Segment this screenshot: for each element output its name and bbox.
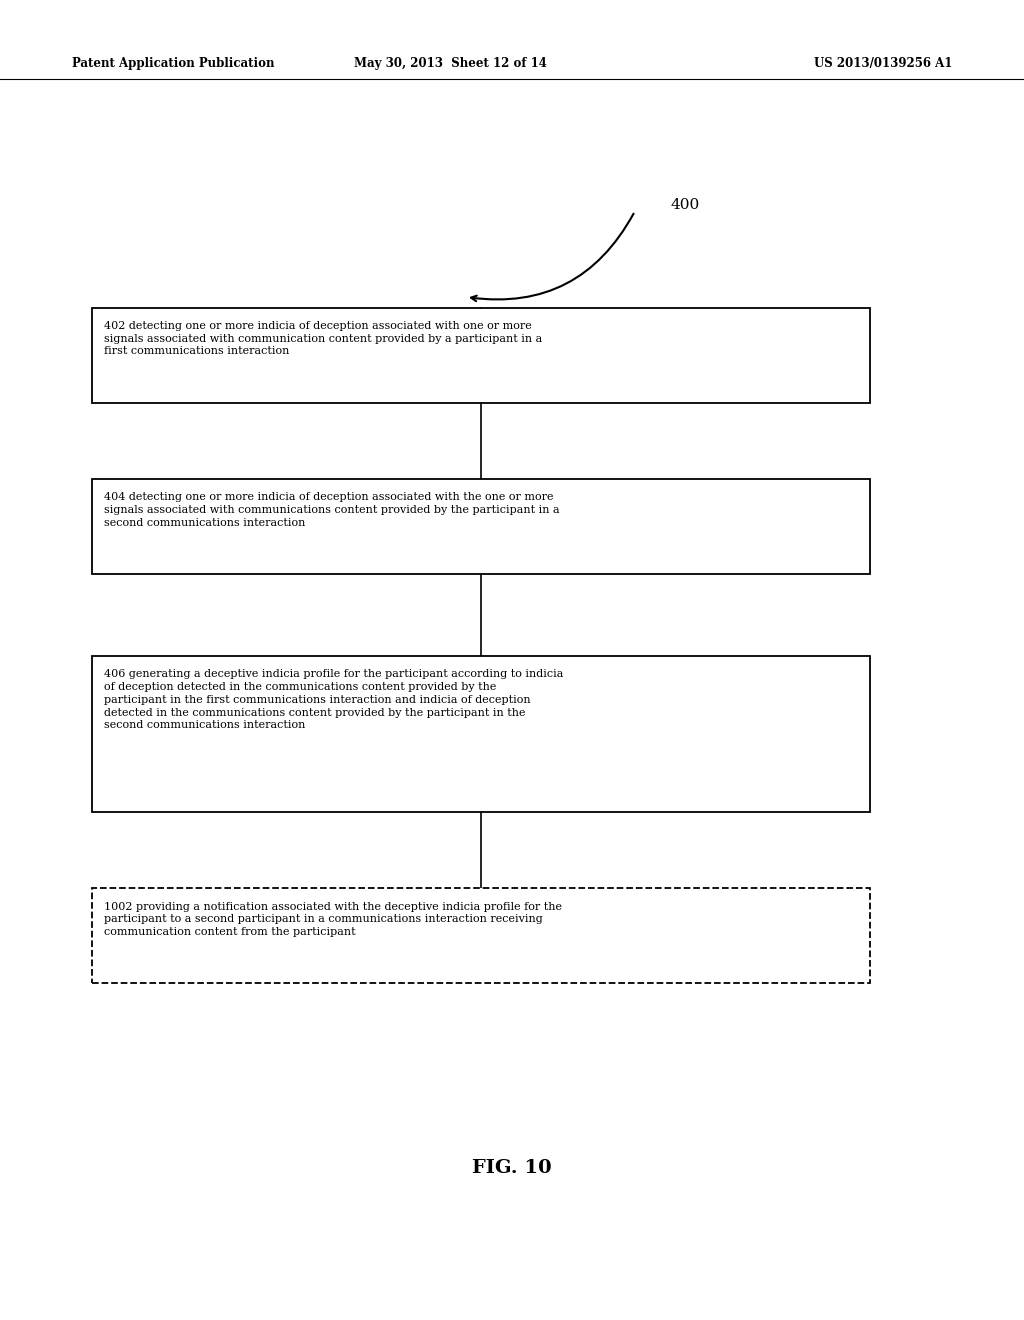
Text: US 2013/0139256 A1: US 2013/0139256 A1: [814, 57, 952, 70]
Text: 406 generating a deceptive indicia profile for the participant according to indi: 406 generating a deceptive indicia profi…: [104, 669, 564, 730]
Text: 1002 providing a notification associated with the deceptive indicia profile for : 1002 providing a notification associated…: [104, 902, 562, 937]
Bar: [92, 656, 870, 812]
Bar: [92, 308, 870, 403]
Text: FIG. 10: FIG. 10: [472, 1159, 552, 1177]
Bar: [92, 888, 870, 983]
Text: Patent Application Publication: Patent Application Publication: [72, 57, 274, 70]
Text: 404 detecting one or more indicia of deception associated with the one or more
s: 404 detecting one or more indicia of dec…: [104, 492, 560, 528]
Text: 402 detecting one or more indicia of deception associated with one or more
signa: 402 detecting one or more indicia of dec…: [104, 321, 543, 356]
Bar: [92, 479, 870, 574]
Text: May 30, 2013  Sheet 12 of 14: May 30, 2013 Sheet 12 of 14: [354, 57, 547, 70]
Text: 400: 400: [671, 198, 700, 211]
